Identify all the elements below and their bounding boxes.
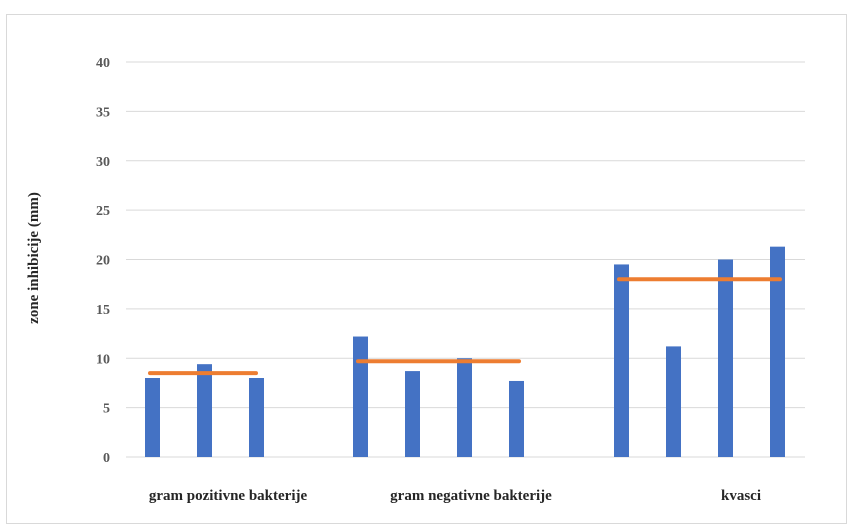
bar [509, 380, 524, 457]
category-label: gram negativne bakterije [390, 488, 552, 504]
bar [666, 346, 681, 457]
y-axis-title: zone inhibicije (mm) [26, 192, 42, 324]
y-tick-label: 15 [96, 303, 110, 318]
y-tick-label: 10 [96, 352, 110, 367]
y-tick-label: 0 [103, 451, 110, 466]
bar [249, 378, 264, 457]
mean-lines [148, 277, 782, 376]
bar [718, 259, 733, 457]
bar [145, 378, 160, 457]
category-label: kvasci [721, 488, 761, 504]
bar [457, 358, 472, 457]
category-labels: gram pozitivne bakterije gram negativne b… [149, 488, 761, 504]
y-tick-label: 40 [96, 56, 110, 71]
y-tick-label: 30 [96, 155, 110, 170]
bar [770, 246, 785, 457]
y-tick-label: 25 [96, 204, 110, 219]
bar [197, 364, 212, 457]
y-tick-labels: 0 5 10 15 20 25 30 35 40 [96, 56, 110, 466]
y-tick-label: 35 [96, 105, 110, 120]
y-tick-label: 5 [103, 402, 110, 417]
y-tick-label: 20 [96, 254, 110, 269]
bar [353, 336, 368, 457]
category-label: gram pozitivne bakterije [149, 488, 308, 504]
bar [614, 264, 629, 457]
bar [405, 371, 420, 457]
gridlines [126, 61, 805, 458]
bars [145, 246, 785, 457]
